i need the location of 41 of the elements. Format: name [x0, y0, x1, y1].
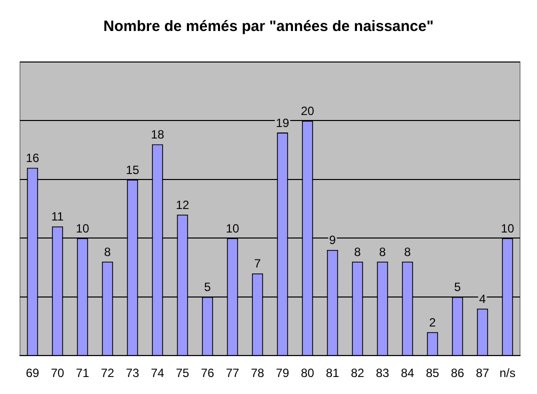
x-tick-label: 83: [376, 366, 390, 380]
x-tick-label: 71: [76, 366, 90, 380]
data-label: 8: [354, 244, 362, 259]
data-label: 16: [26, 151, 40, 166]
data-label: 10: [226, 221, 240, 236]
x-tick-label: 84: [400, 366, 414, 380]
x-tick-label: 75: [176, 366, 190, 380]
x-tick-label: 87: [476, 366, 490, 380]
x-tick-label: 85: [426, 366, 440, 380]
data-label: 11: [51, 210, 64, 224]
x-tick-label: 81: [326, 366, 340, 380]
x-tick-label: 73: [126, 366, 140, 380]
x-tick-label: 69: [26, 366, 40, 380]
x-tick-label: 86: [450, 366, 464, 380]
x-tick-label: 79: [276, 366, 290, 380]
x-tick-label: n/s: [499, 366, 516, 380]
data-label: 12: [176, 198, 190, 212]
x-tick-label: 80: [300, 366, 314, 380]
data-label: 4: [479, 292, 486, 306]
data-label: 19: [276, 116, 290, 130]
data-label: 18: [150, 128, 164, 142]
data-label: 8: [404, 244, 412, 259]
data-label: 8: [104, 244, 112, 259]
x-tick-label: 70: [50, 366, 64, 380]
data-label: 9: [329, 233, 336, 248]
x-tick-label: 72: [100, 366, 114, 380]
x-tick-label: 76: [200, 366, 214, 380]
data-label: 5: [204, 280, 212, 294]
x-tick-label: 82: [350, 366, 364, 380]
x-tick-label: 78: [250, 366, 264, 380]
data-label: 20: [300, 104, 314, 118]
data-label: 15: [126, 162, 140, 177]
x-tick-label: 74: [150, 366, 164, 380]
chart-title: Nombre de mémés par "années de naissance": [102, 18, 435, 35]
data-label: 8: [379, 244, 386, 259]
x-tick-label: 77: [226, 366, 240, 380]
data-label: 5: [454, 280, 462, 294]
data-label: 10: [76, 221, 90, 236]
data-label: 2: [429, 315, 436, 330]
data-label: 10: [500, 221, 514, 236]
data-label: 7: [254, 256, 262, 271]
